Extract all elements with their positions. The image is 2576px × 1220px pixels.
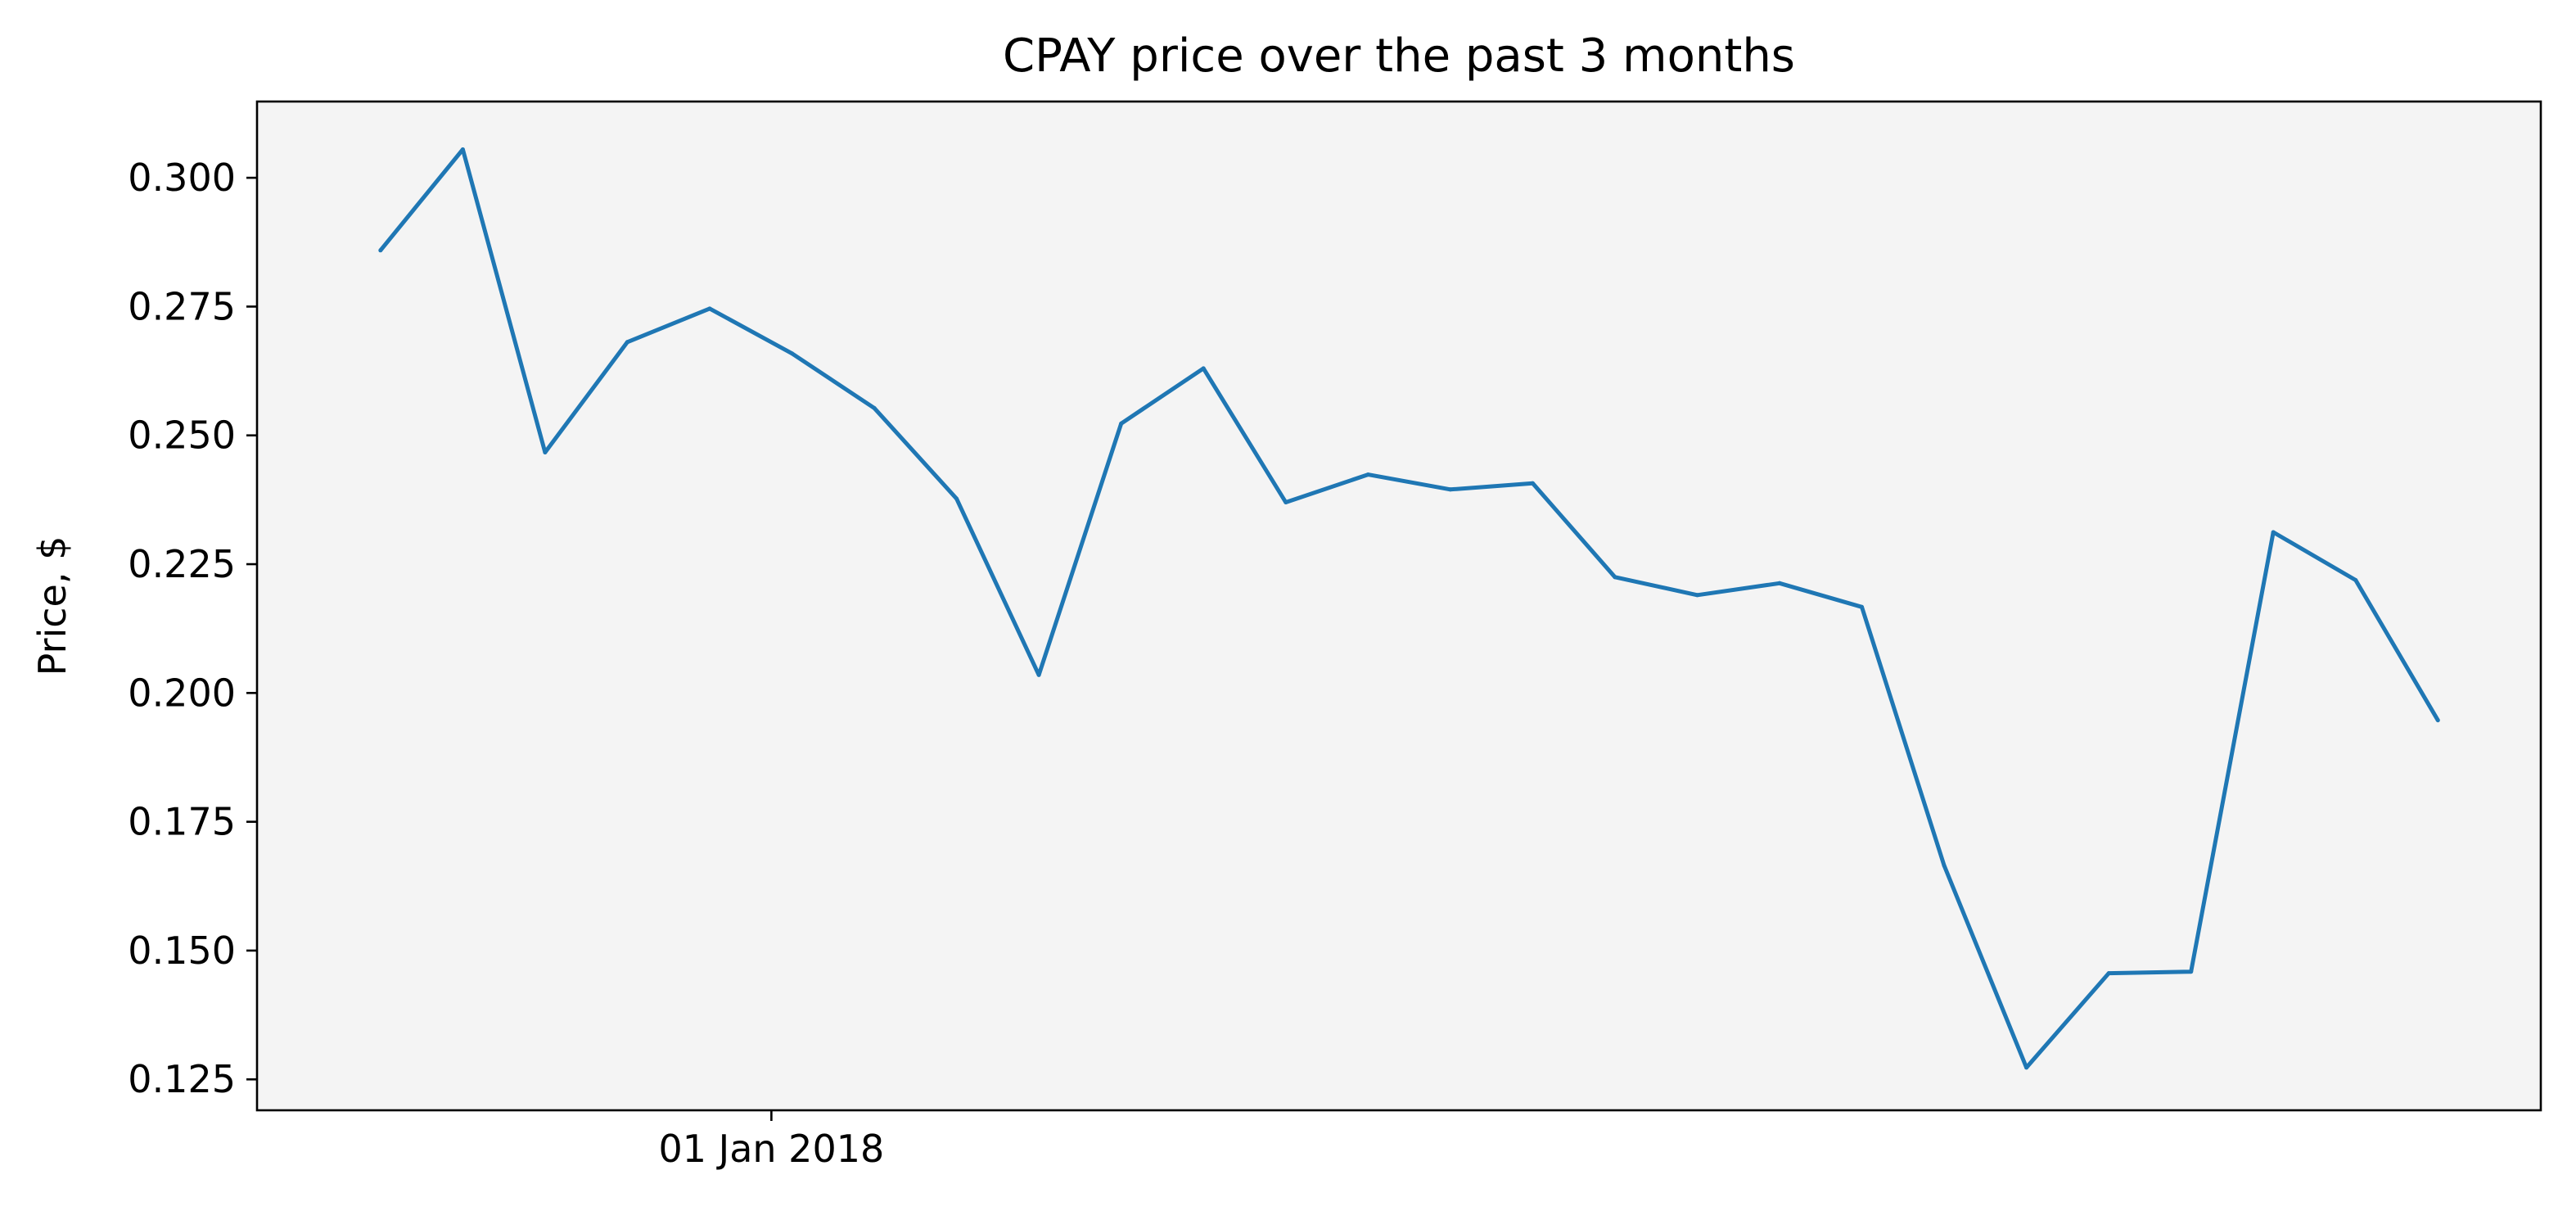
price-data-point <box>625 340 629 345</box>
price-data-point <box>1613 575 1617 580</box>
y-tick-label: 0.150 <box>128 929 236 973</box>
price-data-point <box>543 450 548 454</box>
y-tick-label: 0.175 <box>128 800 236 844</box>
price-data-point <box>1283 500 1288 504</box>
y-tick-label: 0.225 <box>128 542 236 586</box>
price-data-point <box>2271 530 2276 535</box>
price-data-point <box>1365 472 1370 477</box>
y-axis-ticks: 0.125 0.150 0.175 0.200 0.225 0.250 0.275 0.300 <box>128 156 257 1101</box>
y-tick-label: 0.275 <box>128 284 236 328</box>
price-data-point <box>954 496 959 501</box>
price-data-point <box>790 351 794 356</box>
price-data-point <box>1201 366 1206 371</box>
price-data-point <box>1119 421 1124 426</box>
price-data-point <box>707 306 712 311</box>
price-line-series <box>378 147 2440 1070</box>
price-data-point <box>2106 971 2111 976</box>
price-data-point <box>2353 578 2358 582</box>
plot-background <box>257 102 2541 1110</box>
price-data-point <box>378 248 383 253</box>
y-tick-label: 0.300 <box>128 156 236 200</box>
chart-title: CPAY price over the past 3 months <box>1003 29 1795 83</box>
y-tick-label: 0.200 <box>128 671 236 715</box>
price-data-point <box>2435 718 2440 723</box>
price-data-point <box>872 405 877 410</box>
price-data-point <box>2189 969 2194 974</box>
price-data-point <box>460 147 465 151</box>
x-axis-ticks: 01 Jan 2018 <box>658 1110 884 1171</box>
y-tick-label: 0.125 <box>128 1057 236 1101</box>
y-tick-label: 0.250 <box>128 413 236 458</box>
price-data-point <box>1036 672 1041 677</box>
price-data-point <box>1448 487 1453 492</box>
price-data-point <box>1860 604 1864 609</box>
price-data-point <box>1530 481 1535 486</box>
price-data-point <box>1695 593 1699 598</box>
price-data-point <box>2024 1065 2029 1070</box>
series-layer <box>378 147 2440 1070</box>
y-axis-label: Price, $ <box>30 536 74 676</box>
price-data-point <box>1777 581 1782 585</box>
price-data-point <box>1942 863 1947 868</box>
x-tick-label: 01 Jan 2018 <box>658 1127 884 1171</box>
plot-frame <box>255 100 2542 1112</box>
